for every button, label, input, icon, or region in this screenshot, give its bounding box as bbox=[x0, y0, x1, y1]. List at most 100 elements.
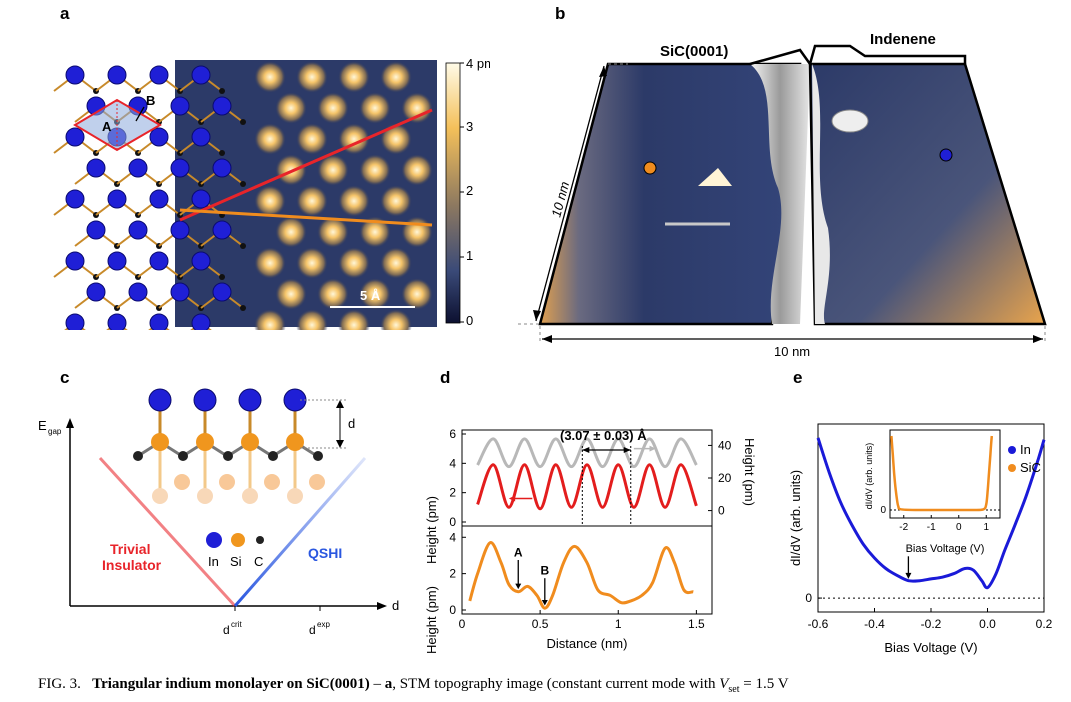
si-atom bbox=[286, 433, 304, 451]
in-atom bbox=[191, 251, 211, 271]
stm-spot bbox=[380, 123, 412, 155]
caption-title: Triangular indium monolayer on SiC(0001) bbox=[92, 676, 370, 692]
d-x-tick: 1.5 bbox=[688, 617, 705, 631]
si-atom-faded bbox=[197, 488, 213, 504]
tick-dcrit: d bbox=[223, 623, 230, 637]
in-atom bbox=[149, 313, 169, 330]
legend-in: In bbox=[208, 554, 219, 569]
c-atom bbox=[240, 243, 246, 249]
panel-d-letter: d bbox=[440, 368, 451, 387]
d-upper-right-tick: 20 bbox=[718, 471, 732, 485]
e-x-tick: -0.2 bbox=[921, 617, 942, 631]
si-atom-faded bbox=[174, 474, 190, 490]
in-atom bbox=[212, 220, 232, 240]
stm-spot bbox=[380, 309, 412, 330]
stm-spot bbox=[275, 92, 307, 124]
in-atom bbox=[193, 388, 217, 412]
atom-model bbox=[133, 388, 325, 504]
colorbar bbox=[445, 62, 461, 324]
e-legend-in: In bbox=[1020, 442, 1031, 457]
arrowhead bbox=[905, 572, 912, 579]
orange-profile-curve bbox=[468, 541, 694, 610]
sic-marker bbox=[643, 161, 657, 175]
caption-label: FIG. 3. bbox=[38, 676, 81, 692]
e-legend-in-dot bbox=[1008, 446, 1016, 454]
in-atom bbox=[149, 127, 169, 147]
e-legend-sic: SiC bbox=[1020, 460, 1041, 475]
e-y-tick: 0 bbox=[805, 591, 812, 605]
e-ylabel: dI/dV (arb. units) bbox=[788, 470, 803, 566]
panel-e-letter: e bbox=[793, 368, 803, 387]
d-x-tick: 0.5 bbox=[532, 617, 549, 631]
tick-dcrit-sup: crit bbox=[231, 620, 242, 629]
red-profile-curve bbox=[476, 463, 698, 511]
label-a: A bbox=[102, 119, 112, 134]
e-inset-frame bbox=[889, 429, 1001, 519]
legend-si-dot bbox=[231, 533, 245, 547]
d-upper-left-tick: 4 bbox=[449, 456, 456, 470]
in-atom bbox=[128, 282, 148, 302]
si-atom bbox=[151, 433, 169, 451]
trivial-label-1: Trivial bbox=[110, 541, 150, 557]
in-atom bbox=[128, 220, 148, 240]
in-atom bbox=[212, 158, 232, 178]
stm-spot bbox=[338, 61, 370, 93]
d-upper-left-tick: 2 bbox=[449, 486, 456, 500]
qshi-line bbox=[233, 457, 367, 607]
stm-spot bbox=[296, 123, 328, 155]
si-atom-faded bbox=[219, 474, 235, 490]
legend-c: C bbox=[254, 554, 263, 569]
stm-spot bbox=[338, 185, 370, 217]
in-atom bbox=[86, 220, 106, 240]
si-atom-faded bbox=[287, 488, 303, 504]
in-atom bbox=[212, 282, 232, 302]
d-xlabel: Distance (nm) bbox=[547, 636, 628, 651]
panel-a-figure: A B 5 Å 4 pm 3 2 1 0 bbox=[53, 56, 490, 330]
trivial-label-2: Insulator bbox=[102, 557, 162, 573]
tick-dexp: d bbox=[309, 623, 316, 637]
in-atom bbox=[149, 189, 169, 209]
tick-dexp-sup: exp bbox=[317, 620, 330, 629]
in-atom bbox=[65, 127, 85, 147]
c-atom bbox=[219, 150, 225, 156]
si-atom-faded bbox=[309, 474, 325, 490]
d-x-tick: 1 bbox=[615, 617, 622, 631]
in-spectrum-curve bbox=[816, 437, 1046, 590]
in-atom bbox=[107, 251, 127, 271]
in-atom bbox=[238, 388, 262, 412]
si-atom-faded bbox=[242, 488, 258, 504]
c-atom bbox=[133, 451, 143, 461]
indenene-region bbox=[808, 62, 1047, 326]
cbar-tick-3: 3 bbox=[466, 119, 473, 134]
cbar-tick-2: 2 bbox=[466, 183, 473, 198]
cbar-tick-1: 1 bbox=[466, 248, 473, 263]
panel-e-chart: -0.6 -0.4 -0.2 0.0 0.2 0 dI/dV (arb. units) B… bbox=[788, 423, 1053, 655]
d-annotation: (3.07 ± 0.03) Å bbox=[560, 428, 647, 443]
in-atom bbox=[65, 313, 85, 330]
in-atom bbox=[170, 220, 190, 240]
stm-spot bbox=[317, 154, 349, 186]
d-label-b: B bbox=[540, 564, 549, 578]
d-ylabel-right: Height (pm) bbox=[742, 438, 757, 506]
stm-spot bbox=[401, 216, 433, 248]
c-atom bbox=[240, 305, 246, 311]
in-atom bbox=[170, 282, 190, 302]
stm-spot bbox=[380, 247, 412, 279]
stm-spot bbox=[296, 185, 328, 217]
si-atom-faded bbox=[152, 488, 168, 504]
in-atom bbox=[107, 65, 127, 85]
d-ylabel-left-upper: Height (pm) bbox=[424, 496, 439, 564]
si-atom bbox=[241, 433, 259, 451]
stm-spot bbox=[380, 185, 412, 217]
in-atom bbox=[107, 313, 127, 330]
e-x-tick: -0.4 bbox=[864, 617, 885, 631]
in-atom bbox=[148, 388, 172, 412]
legend-si: Si bbox=[230, 554, 242, 569]
e-inset-xlabel: Bias Voltage (V) bbox=[906, 543, 985, 555]
d-upper-left-tick: 6 bbox=[449, 427, 456, 441]
qshi-label: QSHI bbox=[308, 545, 342, 561]
d-lower-left-tick: 4 bbox=[449, 530, 456, 544]
stm-spot bbox=[275, 216, 307, 248]
c-atom bbox=[219, 274, 225, 280]
